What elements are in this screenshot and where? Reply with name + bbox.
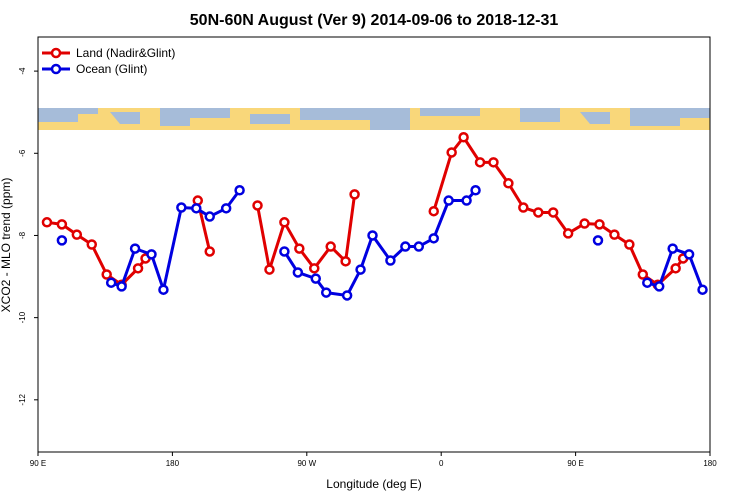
point	[325, 241, 336, 252]
point	[385, 255, 396, 266]
point	[341, 290, 353, 301]
point	[234, 185, 245, 196]
point	[191, 203, 202, 214]
map-strip	[38, 108, 710, 130]
point	[132, 263, 144, 274]
point	[461, 195, 472, 206]
point	[86, 239, 98, 250]
point	[428, 205, 439, 217]
point	[518, 202, 529, 213]
x-tick-label: 90 E	[567, 459, 583, 468]
point	[146, 249, 157, 260]
point	[400, 241, 411, 252]
point	[252, 200, 263, 211]
point	[309, 263, 320, 274]
plot-frame	[37, 36, 711, 453]
point	[642, 277, 653, 288]
point	[592, 235, 604, 246]
point	[158, 284, 169, 295]
point	[683, 249, 695, 260]
point	[474, 157, 486, 168]
legend-label: Ocean (Glint)	[76, 62, 147, 76]
point	[101, 269, 112, 280]
point	[105, 277, 117, 288]
point	[579, 218, 590, 229]
line	[110, 189, 241, 296]
point	[697, 284, 708, 295]
point	[547, 207, 559, 218]
point	[470, 185, 481, 196]
point	[355, 264, 366, 275]
point	[56, 235, 68, 246]
x-axis-label: Longitude (deg E)	[326, 477, 421, 491]
point	[204, 211, 215, 222]
y-axis-label: XCO2 - MLO trend (ppm)	[0, 178, 13, 313]
y-tick-label: -10	[18, 311, 27, 323]
x-tick-label: 180	[166, 459, 180, 468]
point	[367, 230, 378, 241]
point	[533, 207, 544, 218]
x-tick-label: 90 E	[30, 459, 46, 468]
point	[56, 219, 68, 230]
point	[279, 246, 290, 257]
point	[204, 246, 215, 257]
point	[609, 229, 620, 240]
point	[670, 263, 681, 274]
point	[310, 273, 322, 284]
point	[653, 281, 665, 292]
legend-marker	[50, 47, 62, 59]
point	[562, 228, 574, 239]
line	[432, 134, 685, 287]
y-tick-label: -6	[18, 149, 27, 157]
point	[446, 147, 457, 158]
point	[413, 241, 425, 252]
x-tick-label: 180	[703, 459, 717, 468]
point	[129, 243, 141, 254]
point	[220, 203, 232, 214]
line	[256, 194, 357, 271]
point	[624, 239, 635, 250]
point	[264, 264, 275, 275]
chart-title: 50N-60N August (Ver 9) 2014-09-06 to 201…	[190, 12, 559, 29]
point	[594, 219, 605, 230]
point	[349, 189, 360, 200]
point	[116, 281, 127, 292]
x-tick-label: 0	[439, 459, 444, 468]
point	[667, 243, 678, 254]
point	[320, 287, 332, 298]
x-tick-label: 90 W	[297, 459, 316, 468]
point	[279, 217, 290, 228]
point	[71, 229, 83, 240]
point	[340, 256, 351, 267]
point	[443, 195, 454, 206]
point	[292, 267, 304, 278]
y-tick-label: -8	[18, 231, 27, 239]
point	[176, 202, 187, 213]
line	[46, 220, 147, 287]
point	[488, 157, 499, 168]
point	[637, 269, 649, 280]
point	[458, 132, 469, 143]
legend-marker	[50, 63, 62, 75]
legend-label: Land (Nadir&Glint)	[76, 46, 175, 60]
point	[294, 243, 305, 254]
point	[41, 217, 53, 228]
y-tick-label: -4	[18, 67, 27, 75]
y-tick-label: -12	[18, 393, 27, 405]
point	[428, 233, 439, 244]
point	[503, 178, 514, 189]
